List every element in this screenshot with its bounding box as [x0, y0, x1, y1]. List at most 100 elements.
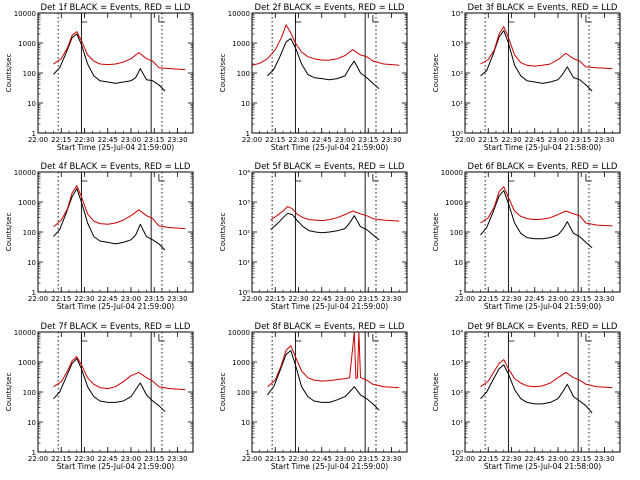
lld-series-line	[53, 356, 186, 391]
y-tick-label: 10000	[14, 10, 36, 18]
chart-panel-6: Det 6f BLACK = Events, RED = LLD 1 10 100 10…	[432, 162, 621, 311]
x-tick-label: 22:45	[525, 455, 545, 463]
plot-frame	[464, 331, 621, 453]
x-axis-label: Start Time (25-Jul-04 21:59:00)	[484, 302, 601, 311]
x-tick-label: 22:45	[98, 455, 118, 463]
y-tick-label: 1000	[232, 40, 250, 48]
x-tick-label: 22:30	[501, 455, 521, 463]
events-series-line	[270, 212, 380, 241]
chart-title: Det 1f BLACK = Events, RED = LLD	[41, 3, 191, 13]
y-tick-label: 1000	[445, 199, 463, 207]
events-series-line	[480, 364, 593, 414]
events-series-line	[53, 33, 166, 92]
chart-panel-8: Det 8f BLACK = Events, RED = LLD 1 10 100 10…	[219, 322, 408, 471]
x-tick-label: 23:15	[358, 295, 378, 303]
y-tick-label: 1	[459, 289, 463, 297]
annotation-mark	[372, 174, 379, 182]
annotation-mark	[295, 174, 302, 182]
x-tick-label: 22:00	[455, 455, 475, 463]
y-tick-label: 10000	[14, 169, 36, 177]
x-tick-label: 22:15	[51, 295, 71, 303]
annotation-mark	[508, 334, 515, 342]
y-tick-label: 10000	[14, 329, 36, 337]
x-tick-label: 22:15	[51, 455, 71, 463]
lld-series-line	[480, 359, 613, 389]
chart-panel-3: Det 3f BLACK = Events, RED = LLD 10⁰ 10¹ 10…	[432, 3, 621, 152]
x-tick-label: 22:00	[242, 136, 262, 144]
y-axis-label: Counts/sec	[5, 213, 13, 252]
x-axis-label: Start Time (25-Jul-04 21:58:00)	[484, 462, 601, 471]
lld-series-line	[480, 186, 613, 227]
x-tick-label: 23:00	[335, 455, 355, 463]
x-tick-label: 23:30	[594, 295, 614, 303]
chart-panel-4: Det 4f BLACK = Events, RED = LLD 1 10 100 10…	[5, 162, 194, 311]
y-tick-label: 10¹	[451, 100, 463, 108]
annotation-mark	[158, 15, 165, 23]
y-tick-label: 10²	[451, 389, 463, 397]
y-axis-label: Counts/sec	[432, 373, 440, 412]
x-tick-label: 23:30	[381, 295, 401, 303]
x-tick-label: 23:00	[335, 295, 355, 303]
plot-frame	[37, 331, 194, 453]
y-axis-label: Counts/sec	[432, 213, 440, 252]
y-tick-label: 10	[241, 419, 250, 427]
y-tick-label: 100	[237, 389, 250, 397]
x-axis-label: Start Time (25-Jul-04 21:59:00)	[57, 302, 174, 311]
x-tick-label: 22:15	[478, 295, 498, 303]
plot-frame	[251, 331, 408, 453]
x-axis-label: Start Time (25-Jul-04 21:59:00)	[57, 462, 174, 471]
x-tick-label: 22:45	[525, 136, 545, 144]
y-tick-label: 10⁰	[451, 130, 463, 138]
x-tick-label: 23:15	[358, 455, 378, 463]
lld-series-line	[53, 31, 186, 71]
chart-panel-5: Det 5f BLACK = Events, RED = LLD 10⁰ 10¹ 10…	[219, 162, 408, 311]
x-tick-label: 23:00	[121, 136, 141, 144]
x-tick-label: 23:00	[548, 136, 568, 144]
x-tick-label: 22:30	[288, 136, 308, 144]
chart-title: Det 9f BLACK = Events, RED = LLD	[468, 322, 618, 332]
y-tick-label: 10¹	[238, 259, 250, 267]
y-axis-label: Counts/sec	[219, 54, 227, 93]
events-series-line	[53, 358, 166, 413]
y-tick-label: 10¹	[451, 419, 463, 427]
y-tick-label: 1	[246, 449, 250, 457]
y-tick-label: 1	[246, 130, 250, 138]
x-axis-label: Start Time (25-Jul-04 21:59:00)	[271, 462, 388, 471]
chart-panel-1: Det 1f BLACK = Events, RED = LLD 1 10 100 10…	[5, 3, 194, 152]
x-tick-label: 22:30	[501, 136, 521, 144]
plot-frame	[251, 171, 408, 293]
x-tick-label: 22:15	[478, 136, 498, 144]
x-tick-label: 23:00	[121, 455, 141, 463]
plot-frame	[37, 171, 194, 293]
plot-frame	[464, 12, 621, 134]
plot-frame	[464, 171, 621, 293]
x-tick-label: 22:00	[28, 455, 48, 463]
events-series-line	[267, 38, 380, 90]
x-tick-label: 22:45	[98, 295, 118, 303]
y-tick-label: 1000	[18, 359, 36, 367]
chart-title: Det 5f BLACK = Events, RED = LLD	[255, 162, 405, 172]
annotation-mark	[372, 334, 379, 342]
events-series-line	[53, 188, 166, 251]
x-tick-label: 23:00	[548, 295, 568, 303]
events-series-line	[480, 190, 593, 249]
y-tick-label: 100	[23, 389, 36, 397]
y-tick-label: 10000	[441, 169, 463, 177]
y-tick-label: 10	[27, 100, 36, 108]
x-tick-label: 23:30	[594, 455, 614, 463]
annotation-mark	[508, 15, 515, 23]
x-tick-label: 22:15	[265, 295, 285, 303]
annotation-mark	[81, 334, 88, 342]
x-tick-label: 22:00	[242, 455, 262, 463]
x-tick-label: 22:30	[501, 295, 521, 303]
y-tick-label: 10000	[228, 10, 250, 18]
x-tick-label: 23:15	[571, 455, 591, 463]
y-tick-label: 10000	[228, 329, 250, 337]
x-tick-label: 22:15	[478, 455, 498, 463]
annotation-mark	[372, 15, 379, 23]
x-tick-label: 23:00	[548, 455, 568, 463]
chart-title: Det 6f BLACK = Events, RED = LLD	[468, 162, 618, 172]
chart-title: Det 8f BLACK = Events, RED = LLD	[255, 322, 405, 332]
y-tick-label: 10⁴	[238, 169, 250, 177]
events-series-line	[480, 30, 593, 92]
